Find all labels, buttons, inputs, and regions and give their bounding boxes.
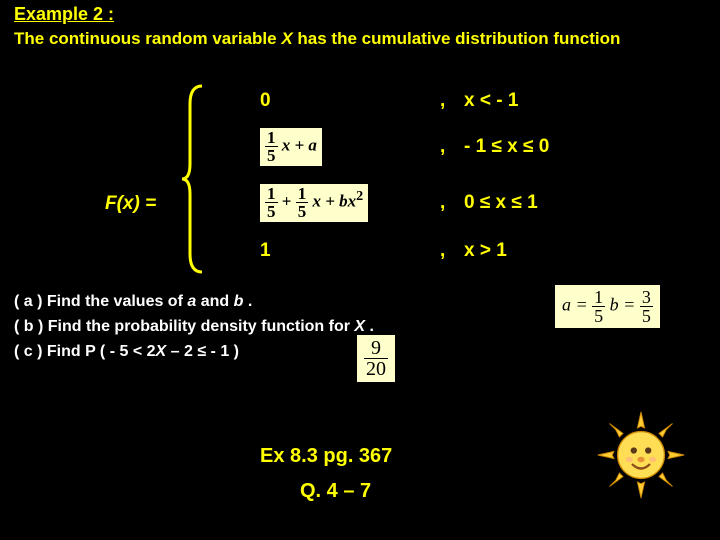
qa-var-a: a bbox=[187, 293, 196, 310]
problem-var: X bbox=[281, 29, 292, 48]
qa-end: . bbox=[243, 293, 252, 310]
answer-ab: a = 15 b = 35 bbox=[555, 285, 660, 328]
fx-label: F(x) = bbox=[105, 193, 156, 215]
question-c: ( c ) Find P ( - 5 < 2X – 2 ≤ - 1 ) bbox=[14, 340, 374, 365]
expr-3: 15 + 15 x + bx2 bbox=[260, 184, 440, 222]
question-a: ( a ) Find the values of a and b . bbox=[14, 290, 374, 315]
frac2-num: 1 bbox=[265, 129, 278, 147]
exercise-ref-2: Q. 4 – 7 bbox=[300, 480, 371, 503]
frac3b-num: 1 bbox=[296, 185, 309, 203]
cond-2: - 1 ≤ x ≤ 0 bbox=[464, 136, 549, 158]
frac-box-2: 15 x + a bbox=[260, 128, 322, 166]
qa-text: ( a ) Find the values of bbox=[14, 293, 187, 310]
piece-row-4: 1 , x > 1 bbox=[260, 236, 549, 266]
problem-text-1: The continuous random variable bbox=[14, 29, 281, 48]
frac3b-den: 5 bbox=[296, 203, 309, 220]
qb-var: X bbox=[354, 318, 365, 335]
qb-text: ( b ) Find the probability density funct… bbox=[14, 318, 354, 335]
ans-b-num: 3 bbox=[640, 288, 653, 307]
plus-3: + bbox=[278, 191, 296, 210]
cond-3: 0 ≤ x ≤ 1 bbox=[464, 192, 538, 214]
frac2-den: 5 bbox=[265, 147, 278, 164]
expr-4: 1 bbox=[260, 240, 440, 262]
comma-2: , bbox=[440, 136, 464, 158]
comma-1: , bbox=[440, 90, 464, 112]
ans-a-den: 5 bbox=[592, 307, 605, 325]
example-title: Example 2 : bbox=[14, 4, 114, 25]
ans-p-num: 9 bbox=[364, 338, 388, 359]
qa-var-b: b bbox=[234, 293, 244, 310]
ans-a-lhs: a = bbox=[562, 295, 592, 315]
expr-2: 15 x + a bbox=[260, 128, 440, 166]
piece-row-2: 15 x + a , - 1 ≤ x ≤ 0 bbox=[260, 122, 549, 172]
cond-4: x > 1 bbox=[464, 240, 507, 262]
ans-b-lhs: b = bbox=[610, 295, 640, 315]
expr2-tail: x + a bbox=[278, 135, 317, 154]
exercise-ref-1: Ex 8.3 pg. 367 bbox=[260, 445, 392, 468]
problem-statement: The continuous random variable X has the… bbox=[14, 28, 714, 51]
frac3a-num: 1 bbox=[265, 185, 278, 203]
expr-1: 0 bbox=[260, 90, 440, 112]
frac3a-den: 5 bbox=[265, 203, 278, 220]
expr3-sup: 2 bbox=[356, 188, 363, 204]
brace-icon bbox=[180, 84, 208, 274]
ans-b-den: 5 bbox=[640, 307, 653, 325]
sun-icon bbox=[596, 410, 686, 500]
qc-end: – 2 ≤ - 1 ) bbox=[166, 343, 239, 360]
answer-p: 920 bbox=[357, 335, 395, 382]
questions-block: ( a ) Find the values of a and b . ( b )… bbox=[14, 290, 374, 364]
ans-a-num: 1 bbox=[592, 288, 605, 307]
qc-text: ( c ) Find P ( - 5 < 2 bbox=[14, 343, 156, 360]
ans-p-den: 20 bbox=[364, 359, 388, 379]
cond-1: x < - 1 bbox=[464, 90, 518, 112]
expr3-tail: x + bx bbox=[308, 191, 356, 210]
piece-row-3: 15 + 15 x + bx2 , 0 ≤ x ≤ 1 bbox=[260, 178, 549, 228]
qa-mid: and bbox=[196, 293, 233, 310]
frac-box-3: 15 + 15 x + bx2 bbox=[260, 184, 368, 222]
piecewise-definition: 0 , x < - 1 15 x + a , - 1 ≤ x ≤ 0 15 + … bbox=[260, 86, 549, 272]
qc-var: X bbox=[156, 343, 167, 360]
comma-4: , bbox=[440, 240, 464, 262]
problem-text-2: has the cumulative distribution function bbox=[293, 29, 621, 48]
piece-row-1: 0 , x < - 1 bbox=[260, 86, 549, 116]
comma-3: , bbox=[440, 192, 464, 214]
question-b: ( b ) Find the probability density funct… bbox=[14, 315, 374, 340]
qb-end: . bbox=[365, 318, 374, 335]
